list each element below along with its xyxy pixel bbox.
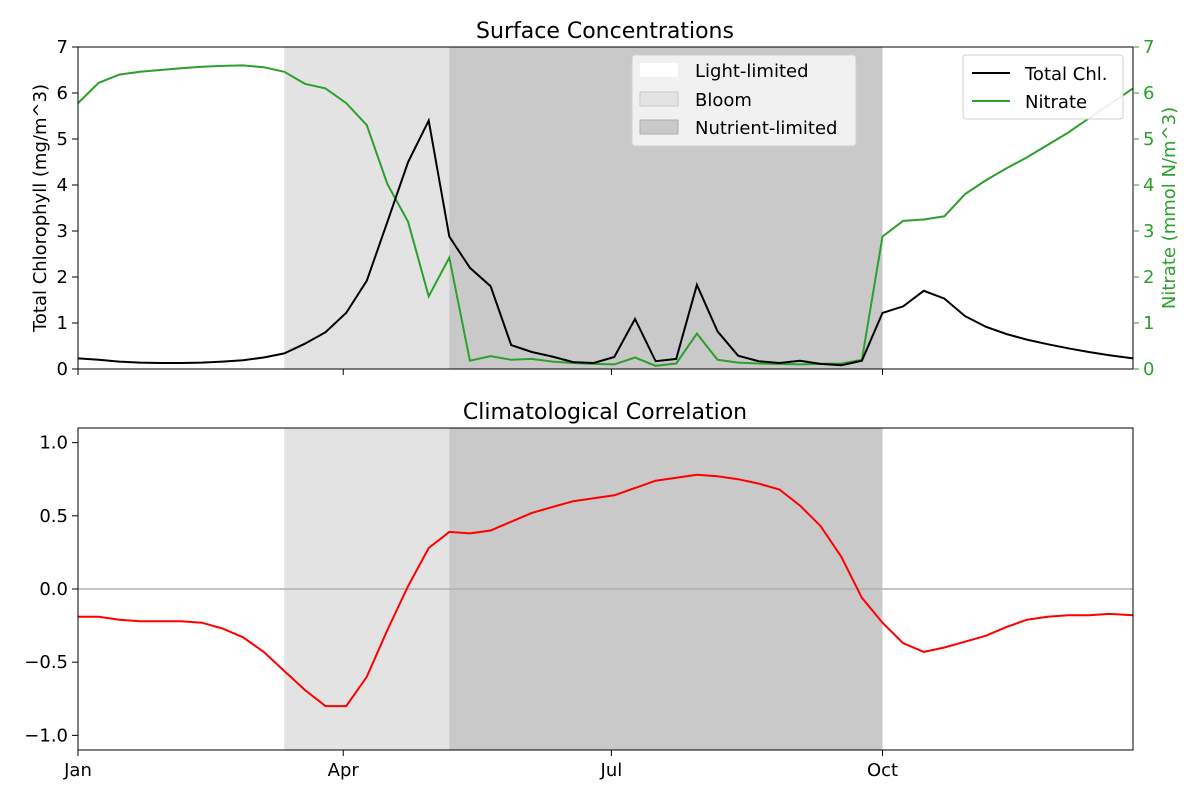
y-tick-label: 0 [57, 359, 68, 380]
y-tick-label: 2 [57, 267, 68, 288]
y-tick-label: 1 [57, 313, 68, 334]
correlation-line [78, 473, 1134, 708]
x-tick-label: Jan [63, 760, 92, 781]
bloom-band [284, 47, 450, 369]
bottom-x-ticks: Jan Apr Jul Oct [63, 750, 898, 781]
y-tick-label: 0.0 [39, 579, 68, 600]
y2-tick-label: 5 [1143, 129, 1154, 150]
y2-tick-label: 1 [1143, 313, 1154, 334]
y-tick-label: 0.5 [39, 506, 68, 527]
y2-tick-label: 7 [1143, 37, 1154, 58]
legend-swatch-bloom [639, 91, 679, 107]
series-legend: Total Chl. Nitrate [962, 54, 1124, 120]
y-tick-label: −1.0 [24, 725, 68, 746]
y2-tick-label: 6 [1143, 83, 1154, 104]
legend-label-bloom: Bloom [695, 90, 752, 111]
legend-label-nitrate: Nitrate [1025, 92, 1087, 113]
y-tick-label: −0.5 [24, 652, 68, 673]
y-tick-label: 3 [57, 221, 68, 242]
y2-tick-label: 4 [1143, 175, 1154, 196]
series-legend-box [962, 54, 1124, 120]
y2-tick-label: 3 [1143, 221, 1154, 242]
y-tick-label: 7 [57, 37, 68, 58]
legend-swatch-nutrient-limited [639, 119, 679, 135]
y2-tick-label: 2 [1143, 267, 1154, 288]
legend-label-nutrient-limited: Nutrient-limited [695, 118, 837, 139]
bottom-y-ticks: −1.0 −0.5 0.0 0.5 1.0 [24, 433, 78, 746]
top-title: Surface Concentrations [476, 19, 734, 44]
y-tick-label: 6 [57, 83, 68, 104]
y-tick-label: 4 [57, 175, 68, 196]
top-left-y-ticks: 0 1 2 3 4 5 6 7 [57, 37, 78, 380]
bottom-series-lines [78, 473, 1134, 708]
regime-legend-box [631, 54, 857, 147]
y2-tick-label: 0 [1143, 359, 1154, 380]
top-ylabel: Total Chlorophyll (mg/m^3) [30, 84, 51, 333]
top-y2label: Nitrate (mmol N/m^3) [1159, 107, 1180, 309]
regime-legend: Light-limited Bloom Nutrient-limited [631, 54, 857, 147]
bottom-panel: Climatological Correlation −1.0 −0.5 0.0 0.… [24, 400, 1134, 781]
x-tick-label: Apr [328, 760, 360, 781]
y-tick-label: 1.0 [39, 433, 68, 454]
legend-label-total-chl: Total Chl. [1024, 64, 1107, 85]
top-axes-frame [77, 46, 1134, 370]
x-tick-label: Jul [600, 760, 623, 781]
top-x-ticks [77, 369, 884, 375]
top-panel: Surface Concentrations 0 1 2 3 4 5 6 7 0 1 2 3 4 5 6 7… [30, 19, 1180, 380]
y-tick-label: 5 [57, 129, 68, 150]
bottom-title: Climatological Correlation [463, 400, 747, 425]
nitrate-line [77, 64, 1134, 367]
legend-swatch-light-limited [640, 63, 678, 77]
total-chl-line [77, 117, 1134, 367]
top-right-y-ticks: 0 1 2 3 4 5 6 7 [1133, 37, 1154, 380]
x-tick-label: Oct [867, 760, 898, 781]
top-series-lines [77, 64, 1134, 367]
legend-label-light-limited: Light-limited [695, 61, 809, 82]
